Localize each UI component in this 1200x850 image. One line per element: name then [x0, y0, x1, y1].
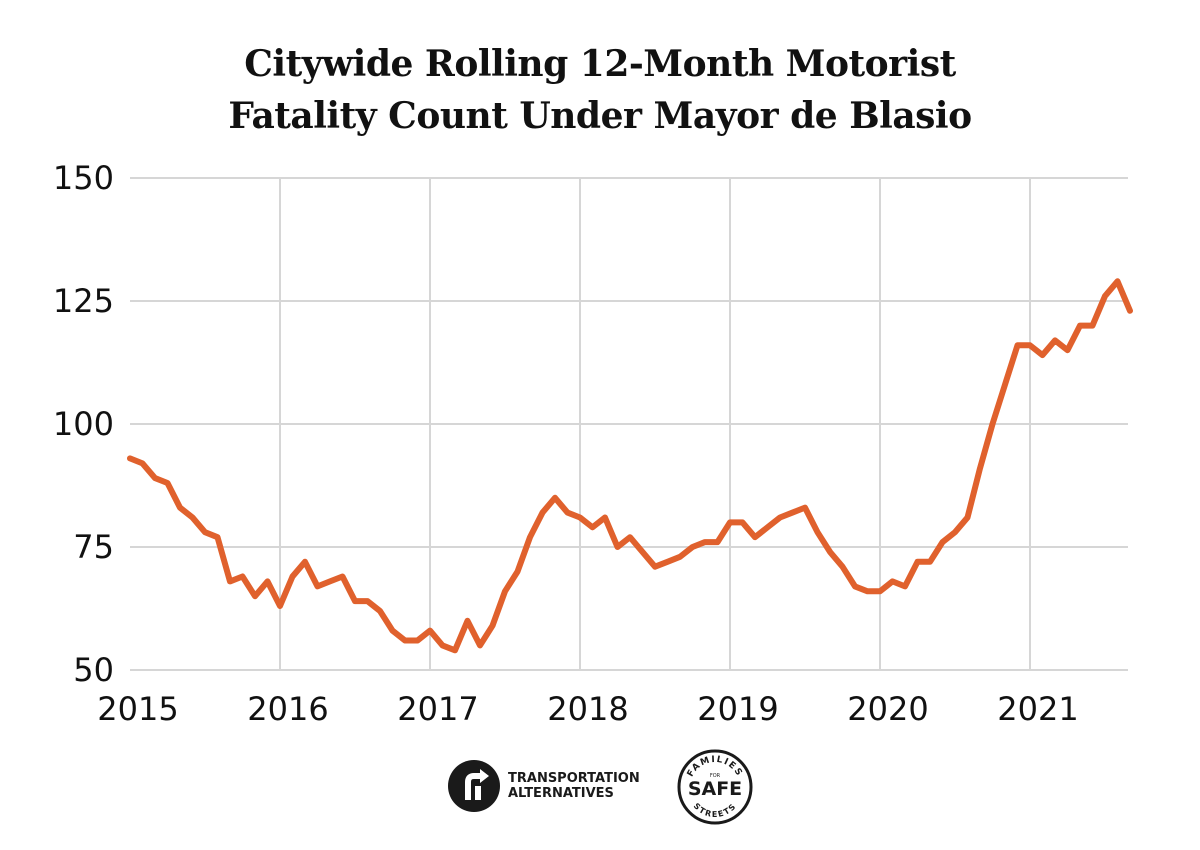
y-gridlines — [130, 177, 1128, 671]
chart-title-line-2: Fatality Count Under Mayor de Blasio — [228, 95, 972, 137]
x-gridlines — [279, 178, 1031, 670]
x-tick-label-2016: 2016 — [247, 690, 328, 728]
turn-arrow-icon — [448, 760, 500, 812]
transportation-alternatives-logo: TRANSPORTATION ALTERNATIVES — [448, 760, 640, 812]
y-axis-tick-labels: 50 75 100 125 150 — [53, 159, 114, 689]
x-tick-label-2017: 2017 — [397, 690, 478, 728]
families-for-safe-streets-logo: FAMILIES FOR SAFE STREETS — [677, 749, 753, 825]
y-tick-label-125: 125 — [53, 282, 114, 320]
ta-logo-line-1: TRANSPORTATION — [508, 771, 640, 786]
y-tick-label-50: 50 — [73, 651, 114, 689]
fss-logo-bottom-text: STREETS — [692, 801, 737, 819]
x-tick-label-2018: 2018 — [547, 690, 628, 728]
x-tick-label-2019: 2019 — [697, 690, 778, 728]
y-tick-label-100: 100 — [53, 405, 114, 443]
svg-text:STREETS: STREETS — [692, 801, 739, 819]
fss-logo-main-text: SAFE — [688, 778, 742, 800]
ta-logo-line-2: ALTERNATIVES — [508, 786, 614, 801]
x-axis-tick-labels: 2015 2016 2017 2018 2019 2020 2021 — [97, 690, 1078, 728]
logo-footer: TRANSPORTATION ALTERNATIVES FAMILIES FOR… — [0, 749, 1200, 840]
y-tick-label-150: 150 — [53, 159, 114, 197]
series-group — [127, 278, 1133, 654]
chart-title-line-1: Citywide Rolling 12-Month Motorist — [244, 43, 956, 85]
fss-logo-for-text: FOR — [710, 773, 721, 779]
y-tick-label-75: 75 — [73, 528, 114, 566]
x-tick-label-2015: 2015 — [97, 690, 178, 728]
x-tick-label-2021: 2021 — [997, 690, 1078, 728]
series-line-0 — [127, 278, 1133, 654]
x-tick-label-2020: 2020 — [847, 690, 928, 728]
chart-title: Citywide Rolling 12-Month Motorist Fatal… — [0, 38, 1200, 142]
